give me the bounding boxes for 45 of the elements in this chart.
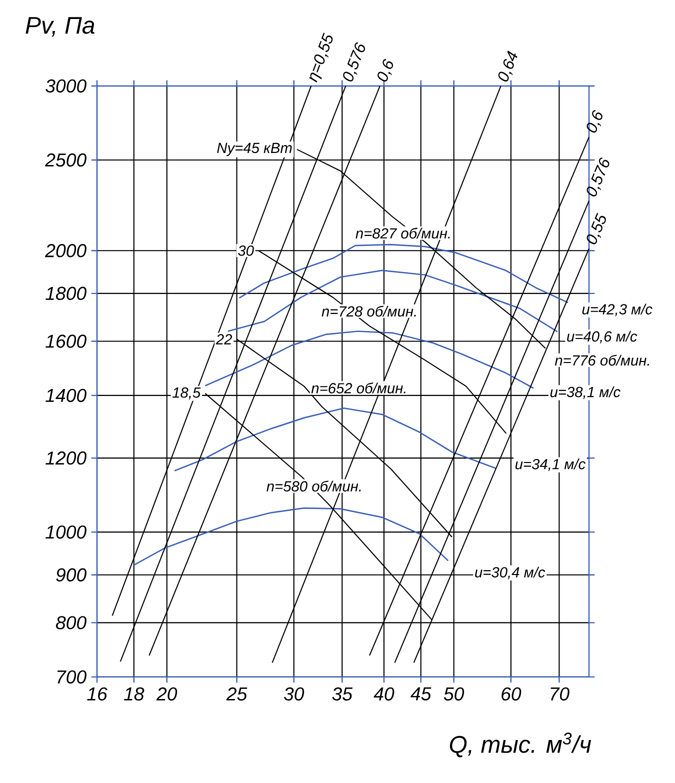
annotation: u=38,1 м/с <box>550 386 620 399</box>
y-tick-label: 700 <box>57 670 86 684</box>
x-tick-label: 18 <box>124 687 144 701</box>
annotation: u=34,1 м/с <box>515 458 586 472</box>
x-tick-label: 60 <box>502 687 522 701</box>
y-tick-label: 900 <box>56 568 86 582</box>
series-label: 18,5 <box>172 387 201 400</box>
annotation: u=40,6 м/с <box>567 330 638 344</box>
y-tick-label: 1400 <box>46 388 86 402</box>
text: 0,55 <box>586 212 606 244</box>
x-tick-label: 35 <box>332 687 353 701</box>
x-tick-label: 40 <box>374 687 394 701</box>
text: η=0,55 <box>309 32 333 82</box>
series-label: Ny=45 кВт <box>217 142 292 156</box>
annotation: u=42,3 м/с <box>582 304 652 316</box>
y-tick-label: 1800 <box>46 286 86 300</box>
y-tick-label: 2000 <box>45 244 86 258</box>
x-tick-label: 70 <box>550 687 570 701</box>
text: 0,64 <box>498 50 518 82</box>
series-label: 22 <box>216 334 232 344</box>
y-tick-label: 3000 <box>46 79 86 93</box>
x-tick-label: 20 <box>156 687 178 701</box>
series-label: 30 <box>238 245 254 256</box>
annotation: u=30,4 м/с <box>475 566 546 580</box>
x-tick-label: 16 <box>87 687 108 701</box>
x-tick-label: 25 <box>226 687 248 701</box>
y-tick-label: 1600 <box>46 334 86 348</box>
annotation: n=776 об/мин. <box>554 354 649 366</box>
text: 0,6 <box>378 59 394 82</box>
x-tick-label: 30 <box>284 687 304 701</box>
y-axis-title: Pv, Па <box>26 17 94 37</box>
y-tick-label: 800 <box>56 616 86 630</box>
y-tick-label: 1200 <box>46 451 86 465</box>
x-tick-label: 50 <box>444 687 464 701</box>
text: 0,576 <box>343 42 366 82</box>
annotation: n=652 об/мин. <box>311 382 406 394</box>
annotation: n=827 об/мин. <box>356 228 450 239</box>
annotation: n=728 об/мин. <box>322 306 416 317</box>
y-tick-label: 2500 <box>45 153 86 167</box>
text: 0,6 <box>586 110 602 133</box>
x-tick-label: 45 <box>410 687 432 700</box>
y-tick-label: 1000 <box>46 525 86 539</box>
x-axis-title: Q, тыс. м$^{3}$/ч <box>450 732 592 758</box>
text: 0,576 <box>586 158 610 196</box>
annotation: n=580 об/мин. <box>266 480 361 492</box>
